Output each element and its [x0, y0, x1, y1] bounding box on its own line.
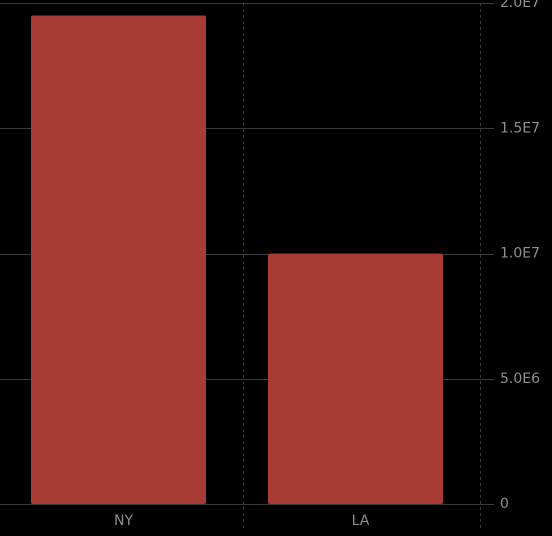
- y-tick-label: 5.0E6: [500, 371, 540, 387]
- y-tick-label: 1.0E7: [500, 246, 540, 262]
- bars: [31, 15, 443, 505]
- x-axis-labels: NY LA: [114, 513, 370, 529]
- y-tick-label: 0: [500, 496, 509, 512]
- bar-ny[interactable]: [31, 15, 206, 505]
- x-tick-label: NY: [114, 513, 133, 529]
- x-tick-label: LA: [352, 513, 370, 529]
- y-axis-labels: 0 5.0E6 1.0E7 1.5E7 2.0E7: [500, 0, 540, 512]
- bar-la[interactable]: [268, 253, 443, 505]
- y-tick-label: 1.5E7: [500, 120, 540, 136]
- y-tick-label: 2.0E7: [500, 0, 540, 11]
